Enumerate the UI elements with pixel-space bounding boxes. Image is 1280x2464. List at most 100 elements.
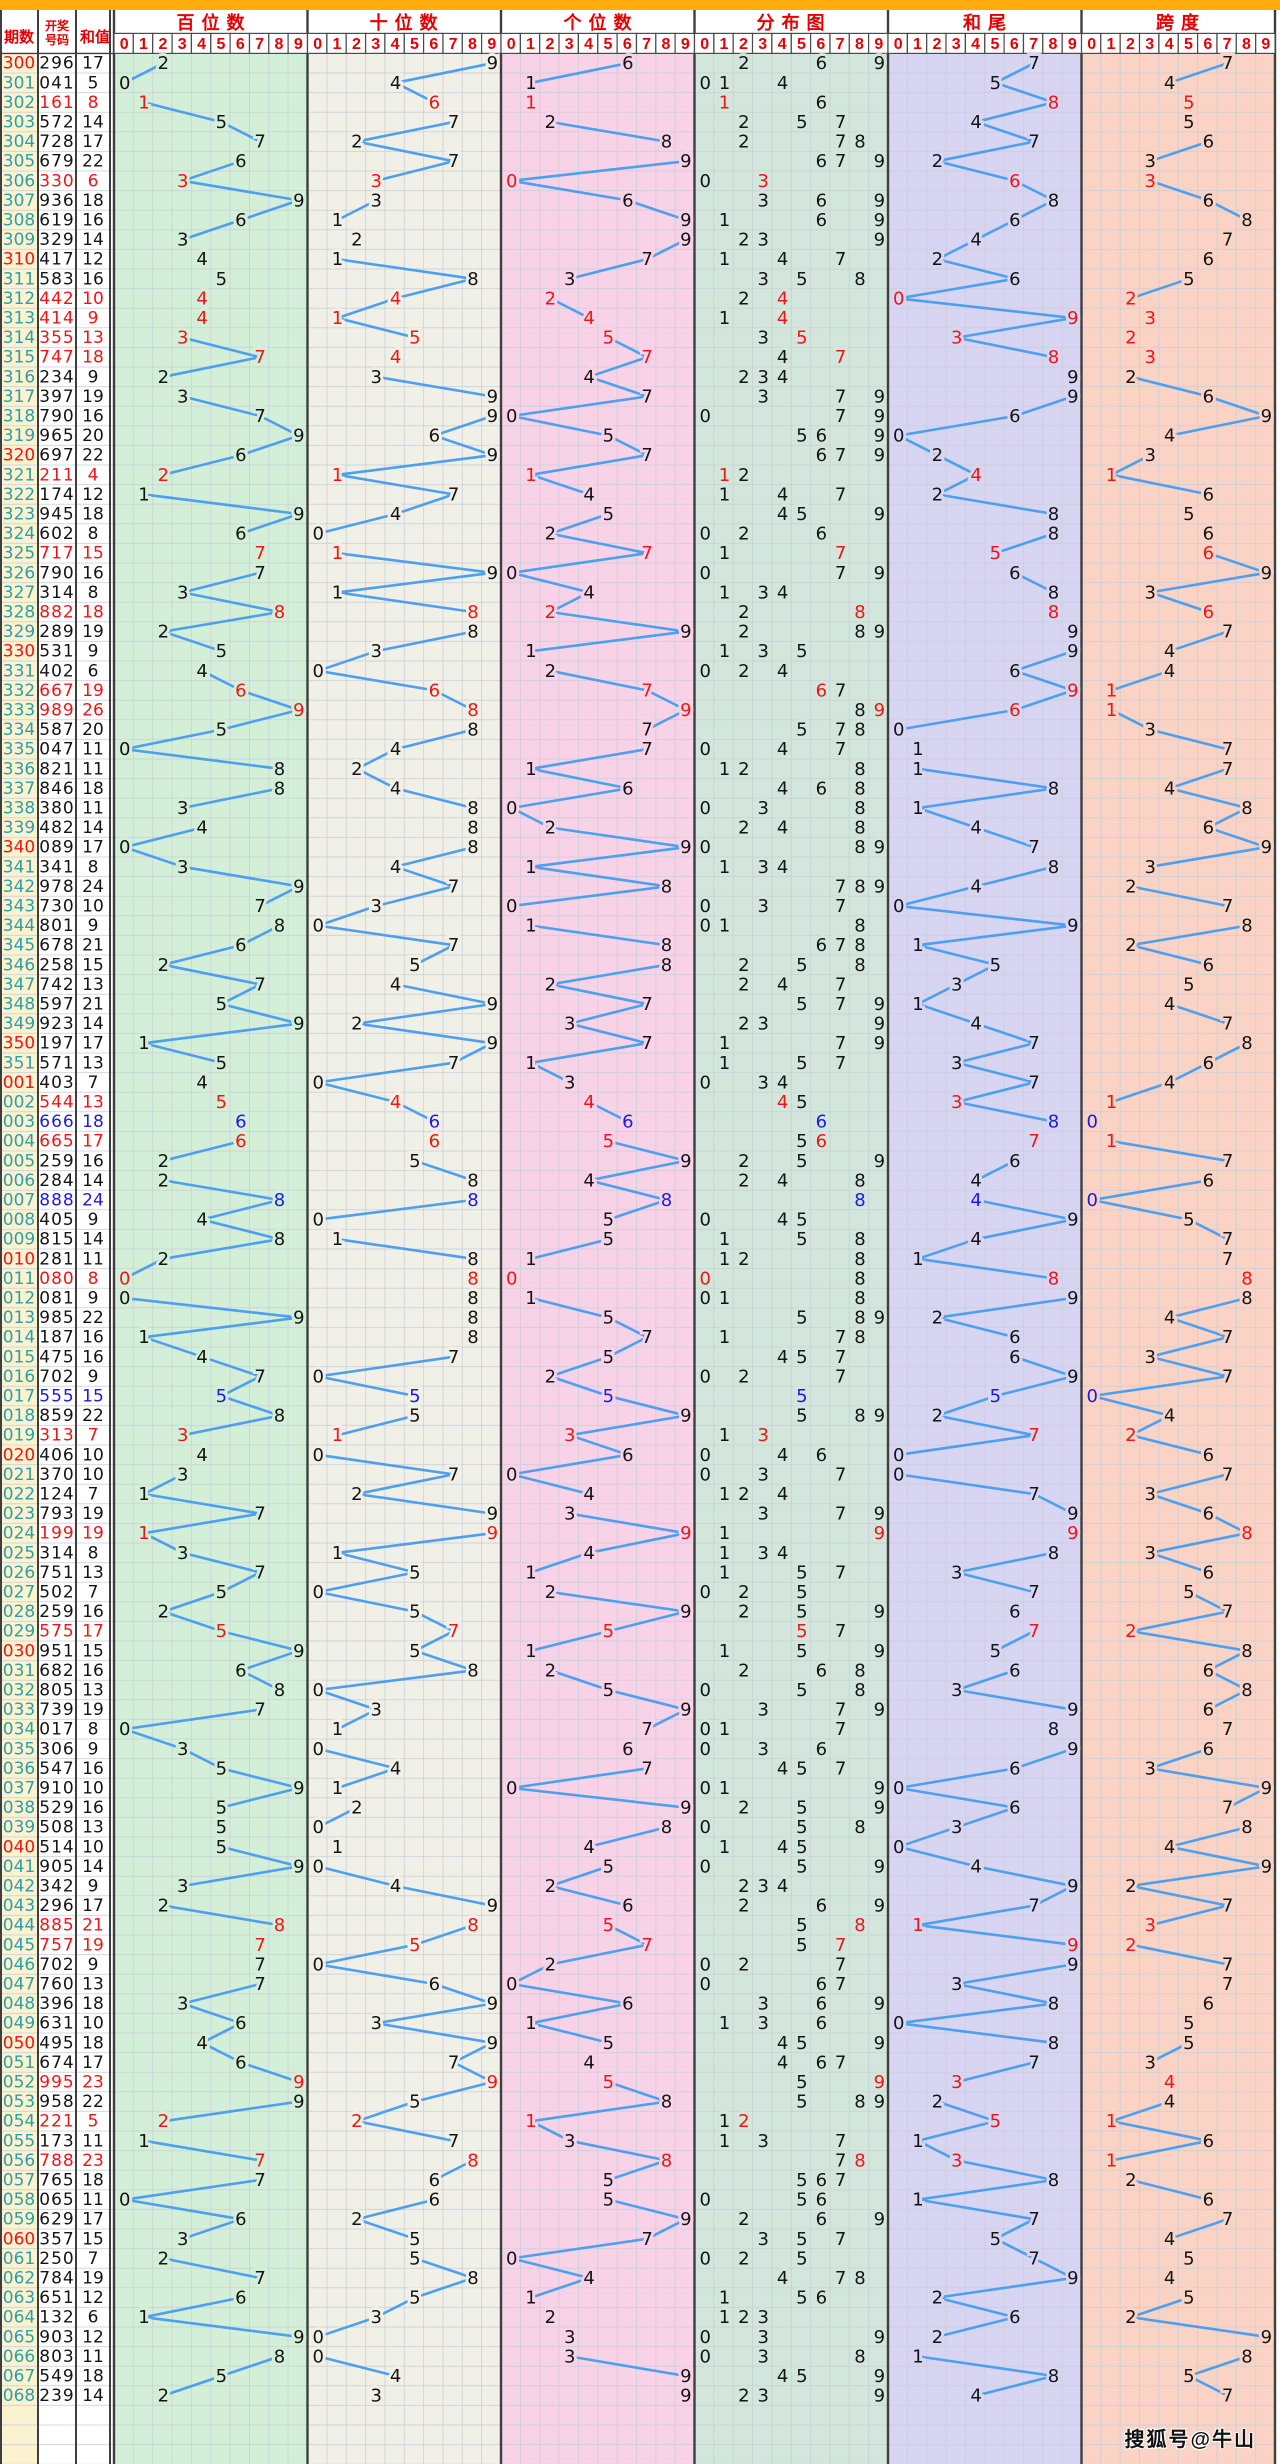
svg-text:5: 5 (1183, 1582, 1194, 1603)
svg-text:0: 0 (699, 524, 710, 545)
svg-text:028: 028 (3, 1602, 35, 1622)
svg-text:9: 9 (874, 1602, 885, 1623)
svg-text:4: 4 (777, 1445, 788, 1466)
svg-text:18: 18 (82, 1112, 104, 1132)
svg-text:7: 7 (1222, 2386, 1233, 2407)
svg-text:14: 14 (82, 818, 104, 838)
svg-text:4: 4 (197, 36, 206, 53)
svg-text:033: 033 (3, 1700, 35, 1720)
svg-text:037: 037 (3, 1779, 35, 1799)
svg-text:6: 6 (235, 935, 246, 956)
svg-text:289: 289 (39, 622, 74, 642)
row-063: 063 651 12 6 5 1 2 51 5 6 (3, 2285, 1198, 2312)
svg-text:8: 8 (854, 1249, 865, 1270)
svg-text:5: 5 (409, 1641, 420, 1662)
svg-text:320: 320 (3, 446, 35, 466)
svg-text:0: 0 (506, 1974, 517, 1995)
svg-text:0: 0 (699, 1680, 710, 1701)
svg-text:801: 801 (39, 916, 74, 936)
svg-text:0: 0 (506, 1268, 517, 1289)
svg-text:1: 1 (332, 1543, 343, 1564)
svg-text:8: 8 (1241, 1268, 1252, 1289)
svg-text:341: 341 (39, 857, 74, 877)
svg-text:296: 296 (39, 1896, 74, 1916)
svg-text:7: 7 (1222, 1249, 1233, 1270)
row-012: 012 081 9 0 8 1 9 80 1 8 (3, 1285, 1256, 1312)
svg-text:7: 7 (641, 347, 652, 368)
svg-text:5: 5 (796, 2288, 807, 2309)
svg-text:059: 059 (3, 2210, 35, 2230)
svg-text:6: 6 (1009, 1327, 1020, 1348)
row-033: 033 739 19 7 3 9 9 63 7 9 (3, 1697, 1217, 1724)
svg-text:9: 9 (874, 2092, 885, 2113)
svg-text:1: 1 (719, 2131, 730, 2152)
svg-text:5: 5 (603, 36, 612, 53)
svg-text:910: 910 (39, 1779, 74, 1799)
svg-text:9: 9 (88, 309, 99, 329)
svg-text:089: 089 (39, 838, 74, 858)
svg-text:5: 5 (796, 1602, 807, 1623)
svg-text:1: 1 (139, 36, 148, 53)
row-036: 036 547 16 5 4 7 6 34 5 7 (3, 1755, 1159, 1782)
svg-text:6: 6 (235, 524, 246, 545)
svg-text:9: 9 (487, 1994, 498, 2015)
svg-text:6: 6 (816, 524, 827, 545)
svg-text:7: 7 (254, 132, 265, 153)
row-049: 049 631 10 6 3 1 0 51 3 6 (3, 2010, 1198, 2037)
svg-text:8: 8 (88, 524, 99, 544)
svg-text:2: 2 (738, 661, 749, 682)
svg-text:4: 4 (390, 288, 401, 309)
svg-text:284: 284 (39, 1171, 74, 1191)
svg-text:6: 6 (235, 2209, 246, 2230)
svg-text:6: 6 (816, 1896, 827, 1917)
svg-text:396: 396 (39, 1994, 74, 2014)
svg-text:7: 7 (835, 1464, 846, 1485)
svg-text:5: 5 (603, 1308, 614, 1329)
svg-text:9: 9 (874, 837, 885, 858)
svg-text:8: 8 (1241, 916, 1252, 937)
svg-text:6: 6 (816, 1974, 827, 1995)
svg-text:041: 041 (3, 1857, 35, 1877)
svg-text:2: 2 (739, 36, 748, 53)
svg-text:3: 3 (757, 367, 768, 388)
svg-text:309: 309 (3, 230, 35, 250)
row-314: 314 355 13 3 5 5 3 23 5 (3, 325, 1140, 352)
svg-text:5: 5 (1183, 2366, 1194, 2387)
svg-text:4: 4 (196, 308, 207, 329)
svg-text:2: 2 (545, 2307, 556, 2328)
svg-text:187: 187 (39, 1328, 74, 1348)
svg-text:2: 2 (738, 288, 749, 309)
svg-text:7: 7 (1222, 53, 1233, 74)
svg-text:2: 2 (738, 112, 749, 133)
svg-text:17: 17 (82, 1132, 104, 1152)
trend-lines (123, 61, 1268, 2397)
svg-text:7: 7 (835, 132, 846, 153)
svg-text:325: 325 (3, 544, 35, 564)
svg-text:555: 555 (39, 1387, 74, 1407)
svg-text:7: 7 (1222, 1366, 1233, 1387)
svg-text:9: 9 (874, 190, 885, 211)
svg-text:3: 3 (1144, 1484, 1155, 1505)
svg-text:12: 12 (82, 2327, 104, 2347)
svg-text:3: 3 (757, 1700, 768, 1721)
svg-text:667: 667 (39, 681, 74, 701)
svg-text:7: 7 (835, 2131, 846, 2152)
svg-text:1: 1 (719, 916, 730, 937)
svg-text:8: 8 (467, 1915, 478, 1936)
svg-text:1: 1 (332, 543, 343, 564)
svg-text:3: 3 (757, 582, 768, 603)
svg-text:7: 7 (1223, 36, 1232, 53)
svg-text:2: 2 (738, 818, 749, 839)
svg-text:0: 0 (893, 288, 904, 309)
svg-text:9: 9 (680, 210, 691, 231)
svg-text:0: 0 (119, 73, 130, 94)
svg-text:9: 9 (293, 190, 304, 211)
svg-text:1: 1 (719, 2013, 730, 2034)
svg-text:6: 6 (1203, 1053, 1214, 1074)
svg-text:7: 7 (88, 2249, 99, 2269)
svg-text:330: 330 (3, 642, 35, 662)
svg-text:6: 6 (1203, 1739, 1214, 1760)
svg-text:337: 337 (3, 779, 35, 799)
svg-text:2: 2 (158, 2386, 169, 2407)
svg-text:5: 5 (796, 504, 807, 525)
